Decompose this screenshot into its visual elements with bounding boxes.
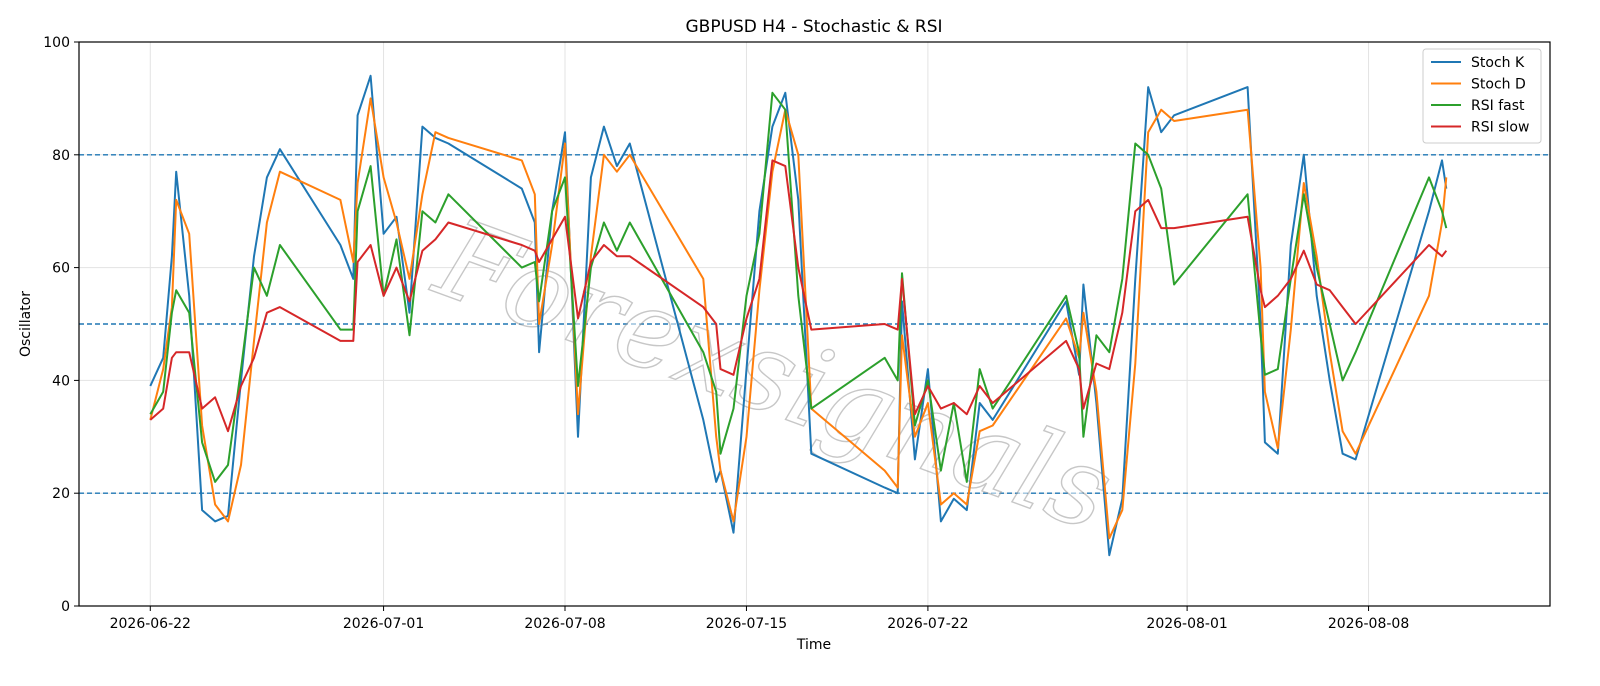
x-tick-label: 2026-08-01	[1146, 616, 1227, 632]
series-line-stoch-k	[149, 74, 1448, 557]
chart-title: GBPUSD H4 - Stochastic & RSI	[685, 17, 942, 37]
legend-label: Stoch K	[1471, 55, 1525, 71]
x-tick-label: 2026-06-22	[110, 616, 191, 632]
x-tick-label: 2026-07-15	[706, 616, 787, 632]
x-axis-label: Time	[796, 637, 831, 653]
series-line-stoch-d	[149, 97, 1448, 540]
x-tick-label: 2026-08-08	[1328, 616, 1409, 632]
y-tick-label: 100	[43, 35, 70, 51]
reference-lines	[79, 154, 1550, 494]
series-line-rsi-fast	[149, 91, 1448, 483]
legend-label: RSI fast	[1471, 98, 1525, 114]
x-tick-label: 2026-07-22	[887, 616, 968, 632]
legend: Stoch K Stoch D RSI fast RSI slow	[1422, 48, 1542, 144]
y-tick-label: 20	[52, 486, 70, 502]
y-tick-label: 0	[61, 599, 70, 615]
x-tick-label: 2026-07-08	[524, 616, 605, 632]
y-tick-label: 60	[52, 261, 70, 277]
y-tick-label: 40	[52, 373, 70, 389]
series-lines	[149, 74, 1448, 557]
y-axis-label: Oscillator	[18, 291, 34, 357]
plot-frame	[78, 41, 1551, 607]
series-line-rsi-slow	[149, 159, 1448, 433]
legend-box	[1422, 48, 1542, 144]
legend-label: Stoch D	[1471, 77, 1526, 93]
y-axis: 0 20 40 60 80 100	[43, 35, 79, 615]
x-tick-label: 2026-07-01	[343, 616, 424, 632]
x-axis: 2026-06-22 2026-07-01 2026-07-08 2026-07-15…	[110, 606, 1409, 632]
legend-label: RSI slow	[1471, 120, 1529, 136]
y-tick-label: 80	[52, 148, 70, 164]
